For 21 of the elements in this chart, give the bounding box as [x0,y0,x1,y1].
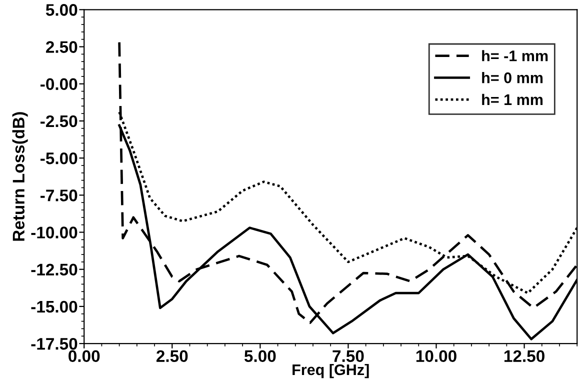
y-tick-label: -0.00 [40,78,78,90]
y-tick-label: -2.50 [40,115,78,128]
x-tick-label: 5.00 [244,350,276,362]
y-tick-label: -7.50 [40,190,78,202]
y-tick-label: -5.00 [40,152,78,164]
legend-label: h= -1 mm [482,50,548,62]
y-tick-label: -10.00 [31,226,78,238]
x-tick-label: 10.00 [416,350,456,362]
y-tick-label: -17.50 [31,338,78,350]
x-tick-label: 12.50 [504,350,544,362]
y-tick-label: 2.50 [46,41,78,53]
x-axis-title: Freq [GHz] [292,364,369,378]
y-tick-label: 5.00 [46,4,78,16]
legend-label: h= 0 mm [482,72,543,84]
y-axis-title: Return Loss(dB) [12,112,28,241]
y-tick-label: -15.00 [31,300,78,313]
x-tick-label: 7.50 [332,350,364,362]
x-tick-label: 0.00 [68,350,100,362]
legend-label: h= 1 mm [482,94,543,105]
y-tick-label: -12.50 [31,264,78,276]
x-tick-label: 2.50 [156,350,188,362]
